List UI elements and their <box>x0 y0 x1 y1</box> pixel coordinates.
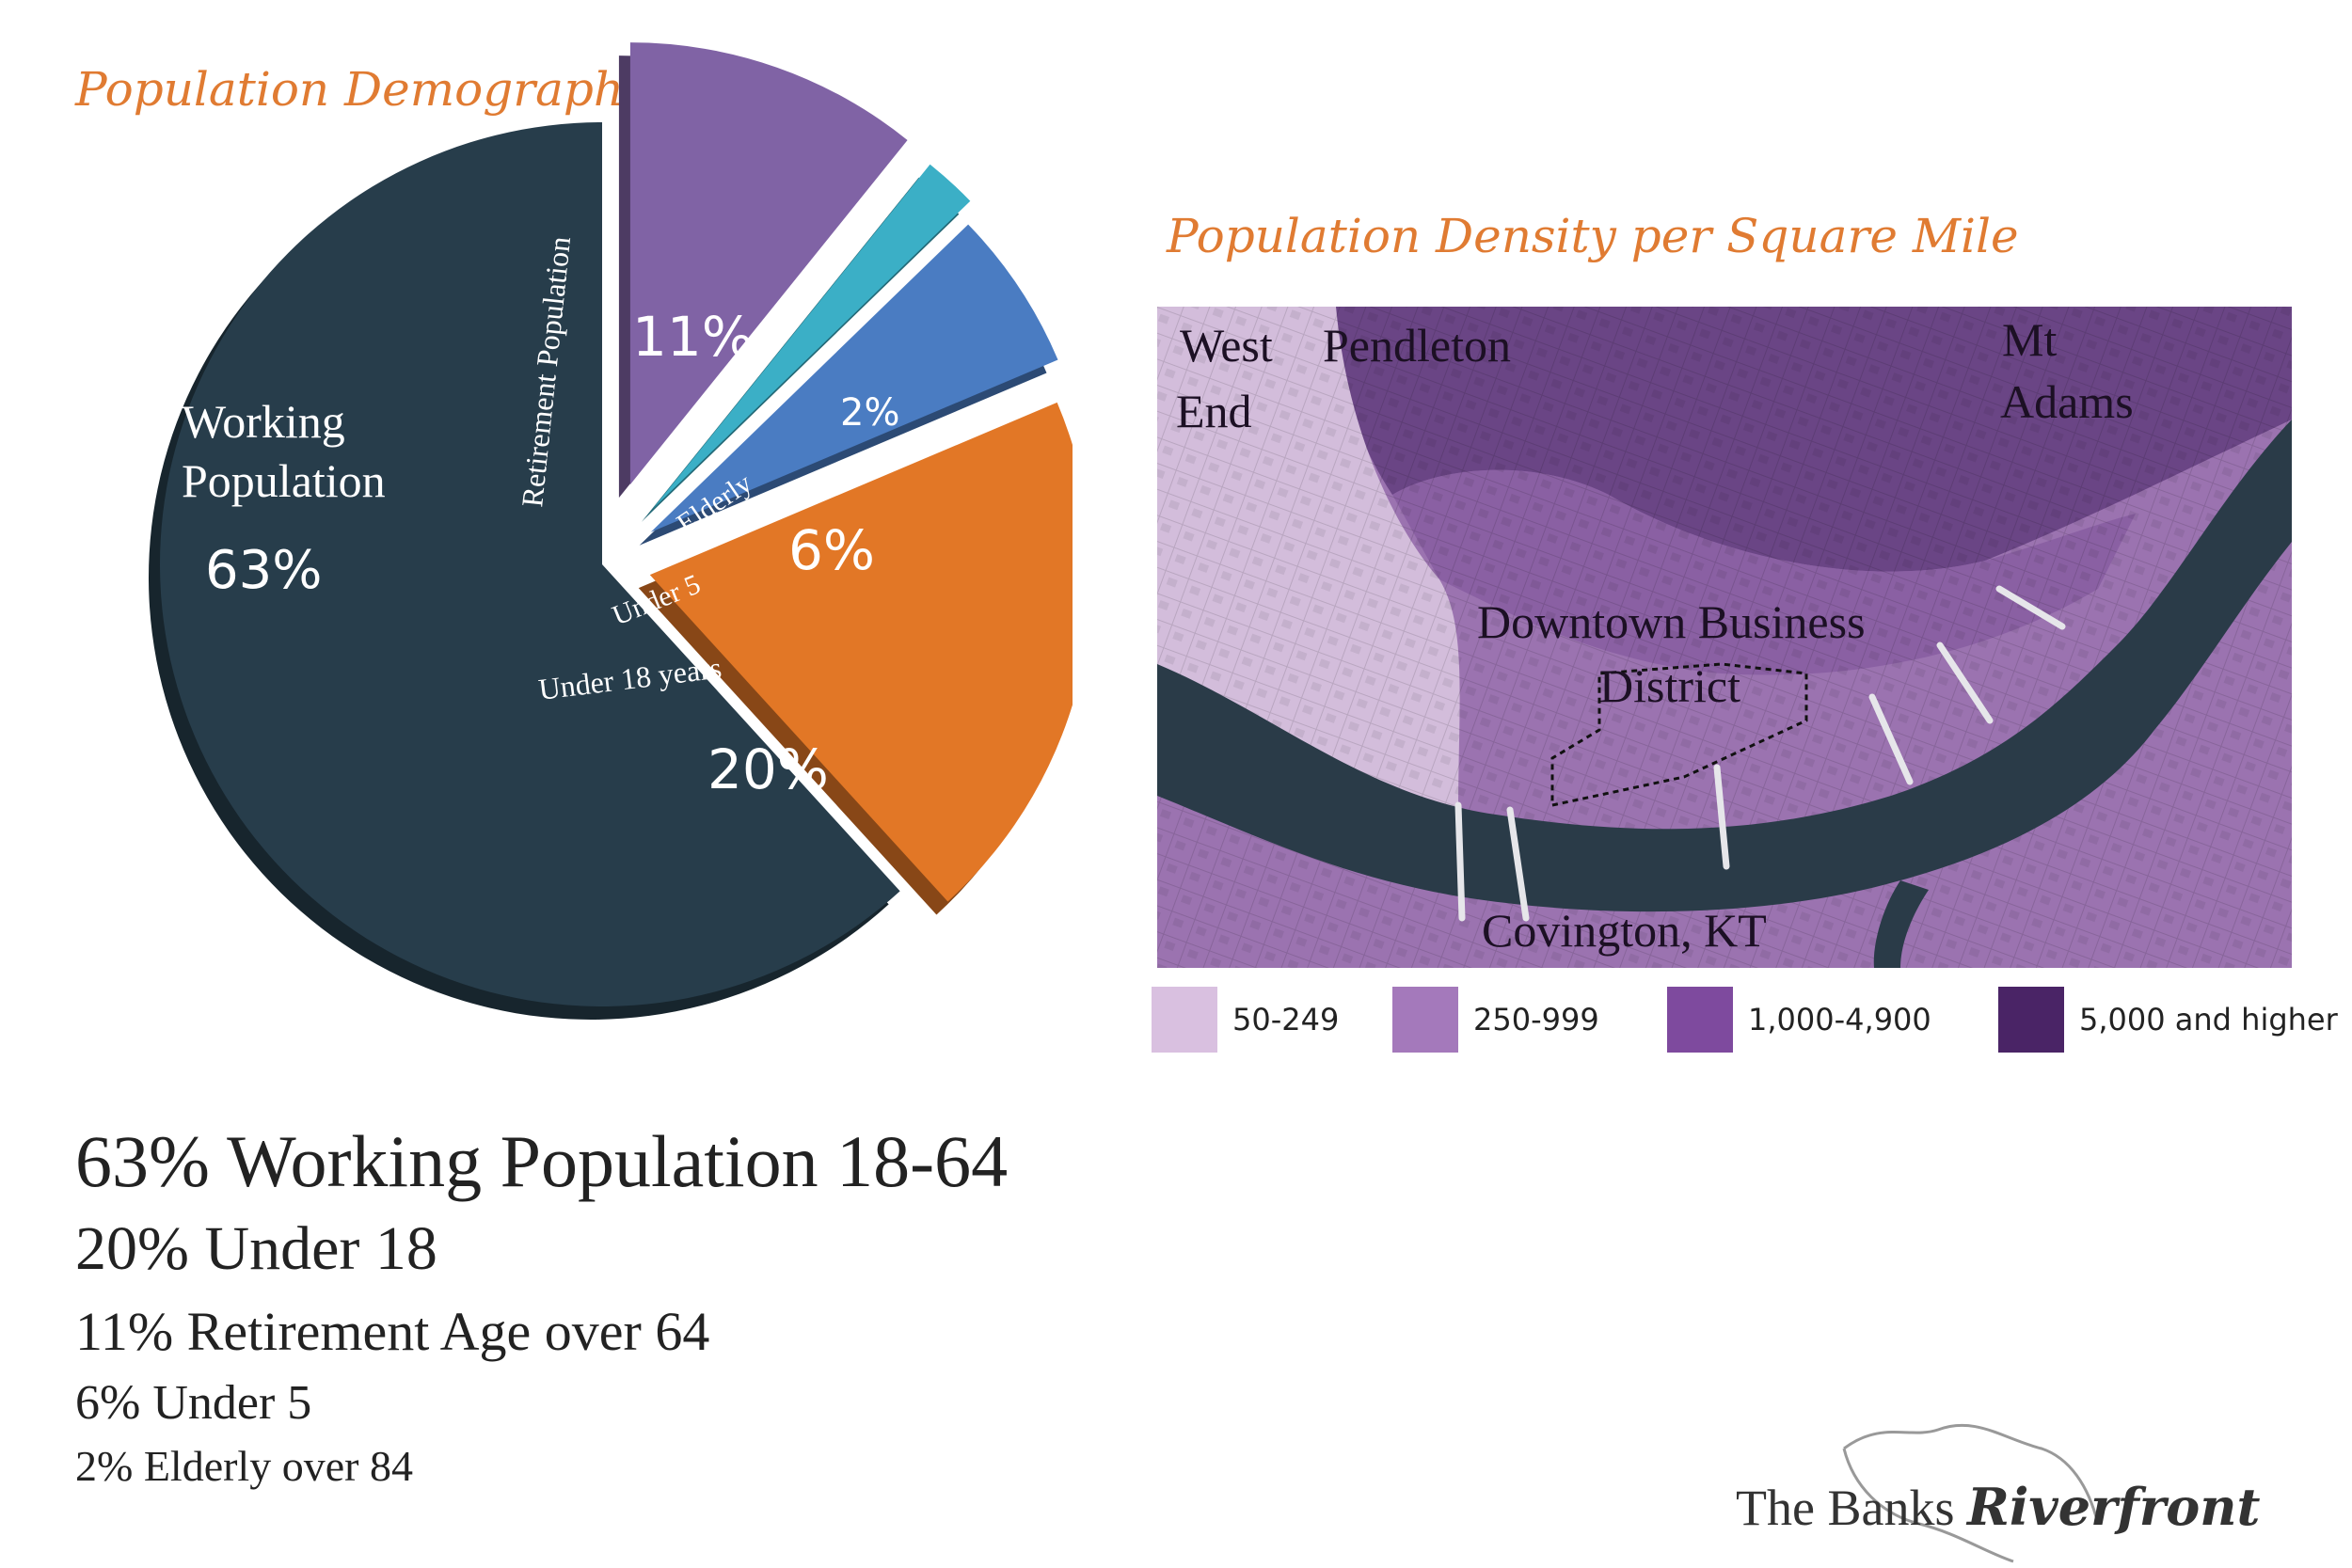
legend-swatch <box>1392 987 1458 1053</box>
pie-label-working-2: Population <box>182 454 386 507</box>
pie-pct-under18: 20% <box>707 737 829 801</box>
legend-label: 250-999 <box>1473 1002 1599 1037</box>
river <box>1157 420 2292 912</box>
pie-pct-elderly: 2% <box>840 391 899 435</box>
pie-slice-under-18-years <box>649 402 1073 902</box>
pie-label-working: Working <box>182 395 345 448</box>
legend-item-50-249: 50-249 <box>1152 986 1339 1053</box>
map-label-district: District <box>1599 659 1740 712</box>
summary-line-2: 20% Under 18 <box>75 1214 437 1283</box>
brand-emphasis: Riverfront <box>1966 1477 2261 1537</box>
map-label-end: End <box>1176 385 1252 437</box>
river-outline-logo <box>1842 1423 2100 1563</box>
legend-label: 1,000-4,900 <box>1748 1002 1931 1037</box>
pie-slice-retirement-population <box>629 42 908 485</box>
map-label-downtown: Downtown Business <box>1477 595 1866 648</box>
summary-line-3: 11% Retirement Age over 64 <box>75 1301 710 1362</box>
demographics-title: Population Demographics <box>75 62 690 117</box>
pie-chart: Working Population 63% Retirement Popula… <box>148 42 1073 1021</box>
map-label-pendleton: Pendleton <box>1323 319 1511 372</box>
legend-item-1000-4900: 1,000-4,900 <box>1667 986 1931 1053</box>
brand-name: The Banks <box>1736 1480 1955 1536</box>
map-label-mt: Mt <box>2002 313 2057 366</box>
brand-logo: The Banks Riverfront <box>1736 1477 2260 1537</box>
summary-line-1: 63% Working Population 18-64 <box>75 1120 1009 1202</box>
pie-slice-working-population <box>159 122 900 1007</box>
pie-slice-elderly <box>652 164 971 509</box>
map-label-west: West <box>1180 319 1273 372</box>
summary-line-5: 2% Elderly over 84 <box>75 1442 413 1490</box>
density-title: Population Density per Square Mile <box>1167 209 2019 263</box>
legend-label: 5,000 and higher <box>2079 1002 2338 1037</box>
legend-swatch <box>1667 987 1733 1053</box>
pie-pct-retirement: 11% <box>632 305 754 369</box>
pie-slice-under-5 <box>650 224 1058 532</box>
pie-pct-under5: 6% <box>788 518 875 582</box>
legend-item-250-999: 250-999 <box>1392 986 1599 1053</box>
legend-swatch <box>1998 987 2064 1053</box>
district-outline <box>1550 662 1808 807</box>
density-map: West End Pendleton Mt Adams Downtown Bus… <box>1157 307 2292 968</box>
pie-pct-working: 63% <box>205 540 322 601</box>
summary-line-4: 6% Under 5 <box>75 1376 312 1430</box>
legend-swatch <box>1152 987 1217 1053</box>
bridges <box>1454 585 2066 922</box>
map-label-covington: Covington, KT <box>1482 904 1767 957</box>
map-label-adams: Adams <box>2000 375 2134 428</box>
legend-item-5000-plus: 5,000 and higher <box>1998 986 2338 1053</box>
legend-label: 50-249 <box>1232 1002 1340 1037</box>
